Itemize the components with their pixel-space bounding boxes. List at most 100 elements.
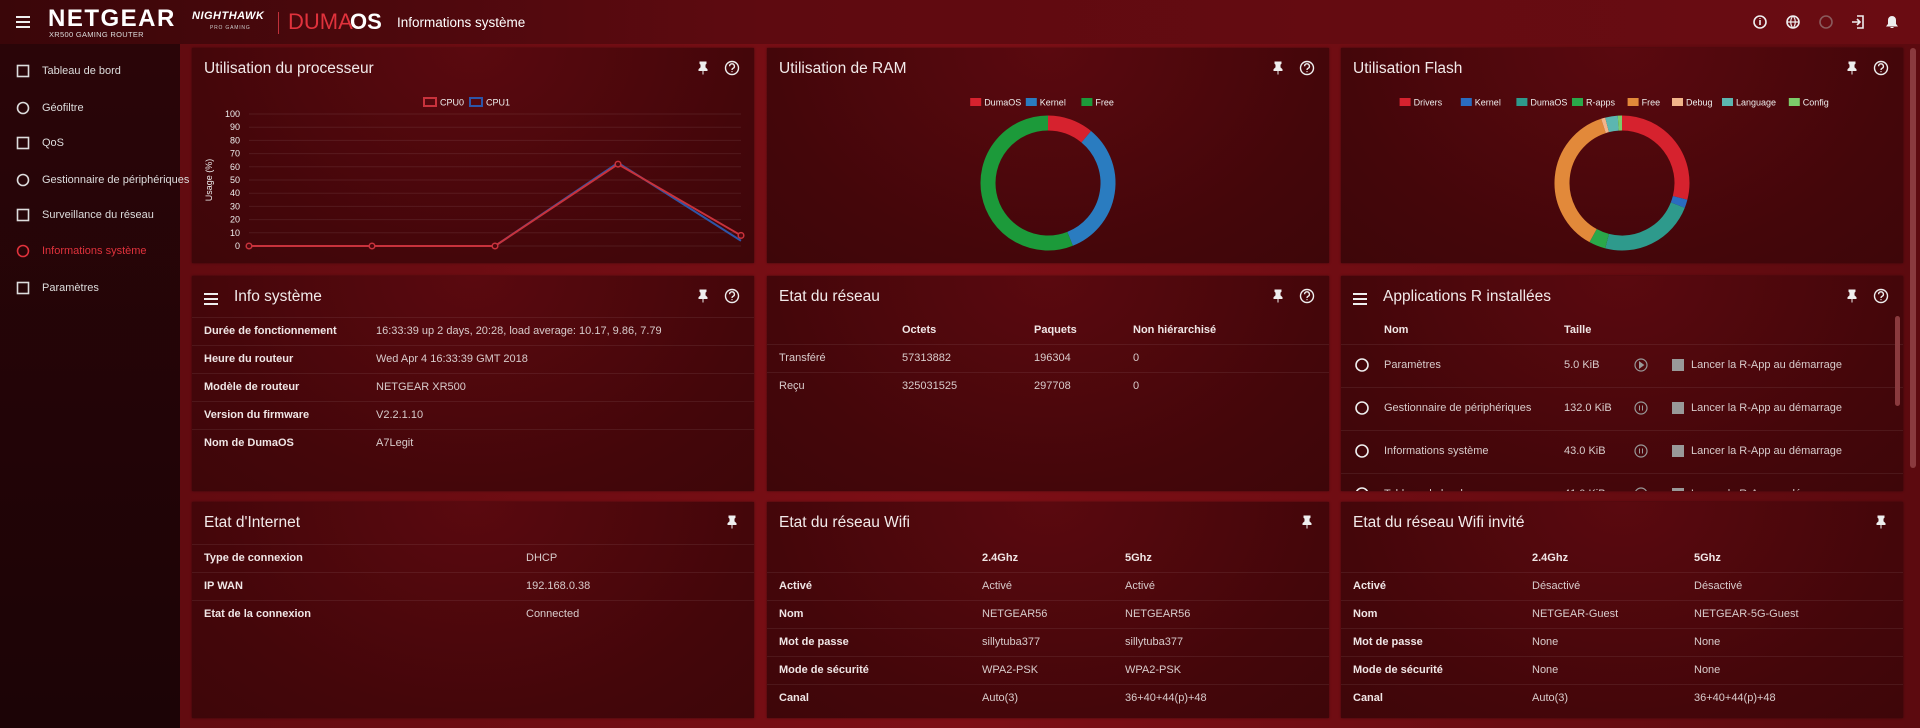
table-cell: Durée de fonctionnement (204, 325, 337, 337)
play-button[interactable] (1634, 358, 1648, 372)
sidebar-item[interactable]: Paramètres (42, 282, 99, 294)
info-panel: Info système Durée de fonctionnement 16:33… (192, 276, 754, 491)
pin-icon[interactable] (1272, 289, 1284, 303)
sidebar-icon[interactable] (16, 244, 30, 258)
play-button[interactable] (1634, 401, 1648, 415)
sidebar-icon[interactable] (16, 64, 30, 78)
row-separator (767, 372, 1329, 373)
table-cell: Octets (902, 324, 937, 336)
table-cell: Nom (779, 608, 804, 620)
help-icon[interactable] (1873, 288, 1889, 304)
product-b: OS (350, 9, 382, 34)
icon-shape (16, 244, 30, 258)
network-panel: Etat du réseau Octets Paquets Non hiérarchi… (767, 276, 1329, 491)
legend-swatch (1081, 98, 1093, 106)
launch-checkbox[interactable] (1672, 488, 1684, 491)
pin-shape (698, 61, 708, 75)
play-glyph (1639, 361, 1645, 369)
pin-icon[interactable] (697, 289, 709, 303)
pin-shape (698, 289, 708, 303)
sidebar-item[interactable]: Gestionnaire de périphériques (42, 174, 190, 186)
table-cell: 297708 (1034, 380, 1071, 392)
help-circle (1299, 60, 1315, 76)
table-cell: Modèle de routeur (204, 381, 300, 393)
help-icon[interactable] (724, 288, 740, 304)
donut-slice (1670, 195, 1688, 208)
pin-icon[interactable] (1875, 515, 1887, 529)
panel-scrollbar (1895, 316, 1900, 406)
help-icon[interactable] (1299, 288, 1315, 304)
row-separator (1341, 344, 1903, 345)
sidebar-icon[interactable] (16, 101, 30, 115)
play-glyph (1639, 448, 1643, 454)
help-icon[interactable] (1873, 60, 1889, 76)
help-circle (1299, 288, 1315, 304)
pin-icon[interactable] (1272, 61, 1284, 75)
help-icon[interactable] (724, 60, 740, 76)
table-cell: Mot de passe (1353, 636, 1423, 648)
pin-shape (1273, 61, 1283, 75)
legend-label: Free (1642, 98, 1661, 108)
legend-swatch (469, 97, 483, 107)
sidebar-item[interactable]: Géofiltre (42, 102, 84, 114)
table-cell: Mode de sécurité (1353, 664, 1443, 676)
help-glyph (1303, 291, 1311, 301)
sidebar-icon[interactable] (16, 136, 30, 150)
donut-slice (1621, 115, 1690, 200)
sidebar-item[interactable]: Informations système (42, 245, 147, 257)
sidebar-icon[interactable] (16, 173, 30, 187)
pin-icon[interactable] (726, 515, 738, 529)
play-button[interactable] (1634, 487, 1648, 491)
help-circle (1873, 288, 1889, 304)
app-size: 132.0 KiB (1564, 402, 1612, 414)
table-cell: sillytuba377 (1125, 636, 1184, 648)
launch-label: Lancer la R-App au démarrage (1691, 402, 1843, 414)
table-cell: None (1532, 636, 1559, 648)
sidebar-item[interactable]: QoS (42, 137, 65, 149)
header-icons[interactable] (1750, 12, 1910, 32)
menu-button[interactable] (16, 16, 32, 28)
app-icon-shape (1355, 358, 1369, 372)
pin-icon[interactable] (1301, 515, 1313, 529)
table-cell: 36+40+44(p)+48 (1694, 692, 1776, 704)
y-tick-label: 90 (230, 122, 240, 132)
row-separator (1341, 600, 1903, 601)
launch-label: Lancer la R-App au démarrage (1691, 445, 1843, 457)
launch-checkbox[interactable] (1672, 445, 1684, 457)
panel-menu[interactable] (1353, 293, 1369, 305)
icon-shape (16, 136, 30, 150)
legend-swatch (970, 98, 982, 106)
y-tick-label: 0 (235, 241, 240, 251)
play-circle (1634, 358, 1648, 372)
icon-shape (16, 101, 30, 115)
legend-swatch (1572, 98, 1583, 106)
app-size: 43.0 KiB (1564, 445, 1606, 457)
table-cell: NETGEAR56 (1125, 608, 1191, 620)
burger-bar (204, 303, 218, 305)
table-cell: NETGEAR XR500 (376, 381, 466, 393)
app-icon-shape (1355, 444, 1369, 458)
pin-shape (1876, 515, 1886, 529)
donut-slice (1601, 117, 1609, 134)
legend-swatch (1399, 98, 1411, 106)
burger-bar (16, 26, 30, 28)
table-cell: Auto(3) (1532, 692, 1569, 704)
help-glyph (728, 63, 736, 73)
pin-icon[interactable] (1846, 61, 1858, 75)
launch-checkbox[interactable] (1672, 402, 1684, 414)
logout-icon (1852, 15, 1864, 29)
sidebar-icon[interactable] (16, 281, 30, 295)
pin-icon[interactable] (1846, 289, 1858, 303)
table-cell: Wed Apr 4 16:33:39 GMT 2018 (376, 353, 528, 365)
sidebar-item[interactable]: Tableau de bord (42, 65, 121, 77)
donut-slice (1589, 228, 1610, 249)
play-button[interactable] (1634, 444, 1648, 458)
pin-icon[interactable] (697, 61, 709, 75)
table-cell: Activé (982, 580, 1012, 592)
point (737, 231, 745, 239)
sidebar-item[interactable]: Surveillance du réseau (42, 209, 154, 221)
launch-checkbox[interactable] (1672, 359, 1684, 371)
help-icon[interactable] (1299, 60, 1315, 76)
sidebar-icon[interactable] (16, 208, 30, 222)
panel-menu[interactable] (204, 293, 220, 305)
